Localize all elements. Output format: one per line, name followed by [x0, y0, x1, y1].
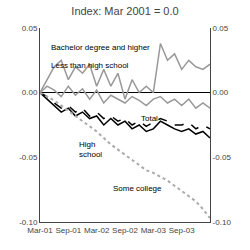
svg-text:-0.10: -0.10	[19, 218, 38, 227]
svg-text:-0.10: -0.10	[213, 218, 232, 227]
svg-text:Less than high school: Less than high school	[51, 61, 129, 70]
svg-text:Index: Mar 2001 = 0.0: Index: Mar 2001 = 0.0	[71, 5, 178, 17]
svg-text:Mar-01: Mar-01	[27, 226, 53, 235]
svg-text:Sep-01: Sep-01	[55, 226, 81, 235]
svg-text:0.00: 0.00	[213, 88, 229, 97]
svg-text:Sep-02: Sep-02	[112, 226, 138, 235]
svg-text:Sep-03: Sep-03	[169, 226, 195, 235]
svg-text:0.05: 0.05	[213, 24, 229, 33]
svg-text:0.00: 0.00	[22, 88, 38, 97]
svg-text:-0.05: -0.05	[213, 153, 232, 162]
svg-text:-0.05: -0.05	[19, 153, 38, 162]
svg-text:Total: Total	[141, 114, 158, 123]
svg-text:Mar-03: Mar-03	[141, 226, 167, 235]
svg-text:Bachelor degree and higher: Bachelor degree and higher	[51, 43, 150, 52]
svg-text:0.05: 0.05	[22, 24, 38, 33]
svg-text:Mar-02: Mar-02	[84, 226, 110, 235]
svg-text:Some college: Some college	[113, 184, 162, 193]
svg-text:Highschool: Highschool	[79, 140, 102, 159]
